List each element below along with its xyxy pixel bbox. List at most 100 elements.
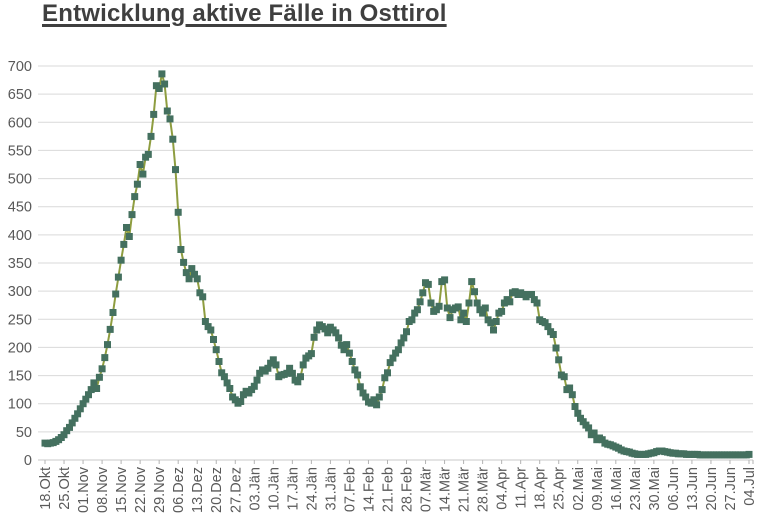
x-axis-tick-label: 11.Apr [514,467,530,509]
x-axis-tick-label: 01.Nov [76,466,92,513]
data-point-marker [82,395,90,403]
data-point-marker [299,361,307,369]
data-point-marker [177,246,185,253]
data-point-marker [60,431,68,439]
data-point-marker [310,333,318,341]
data-point-marker [498,307,506,315]
data-point-marker [286,364,294,372]
data-point-marker [117,256,125,264]
series-line [44,72,750,456]
data-point-marker [87,386,95,394]
y-axis-tick-label: 600 [8,115,32,131]
data-point-marker [201,318,209,325]
data-point-marker [345,349,353,357]
x-axis-tick-label: 31.Jän [323,467,339,511]
data-point-marker [161,80,169,88]
x-axis-tick-label: 25.Okt [57,467,73,510]
data-point-marker [490,326,497,334]
y-axis-tick-label: 0 [24,453,32,469]
data-point-marker [158,70,166,78]
data-point-marker [269,356,277,364]
y-axis-tick-label: 100 [8,397,32,413]
y-axis-tick-label: 550 [8,143,32,159]
data-point-marker [215,358,223,365]
data-point-marker [446,314,454,322]
x-axis-tick-label: 18.Okt [38,467,54,510]
data-point-marker [590,429,598,437]
data-point-marker [528,291,535,298]
data-point-marker [199,293,207,301]
data-point-marker [223,379,231,387]
data-point-marker [85,391,92,399]
data-point-marker [468,278,476,286]
data-point-marker [207,326,215,334]
data-point-marker [123,224,130,231]
data-point-marker [150,110,158,118]
data-point-marker [136,161,144,168]
data-point-marker [443,304,451,312]
data-point-marker [585,424,593,432]
data-point-marker [471,288,478,296]
data-point-marker [109,309,117,316]
data-point-marker [79,400,87,408]
data-point-marker [166,115,174,123]
data-point-marker [370,396,378,404]
data-point-marker [128,211,136,219]
x-axis-tick-label: 14.Feb [361,467,377,512]
data-point-marker [90,379,98,387]
x-axis-tick-label: 16.Mai [609,467,625,511]
x-axis-tick-label: 10.Jän [266,467,282,511]
x-axis-tick-label: 14.Mär [438,467,454,512]
data-point-marker [66,423,73,431]
data-point-marker [335,334,343,342]
data-point-marker [566,384,574,392]
data-point-marker [98,365,106,373]
data-point-marker [574,409,582,417]
data-point-marker [384,369,391,377]
data-point-marker [180,258,188,266]
x-axis-tick-label: 18.Apr [533,467,549,510]
data-point-marker [307,350,315,358]
data-point-marker [313,326,321,334]
data-point-marker [237,398,245,405]
x-axis-tick-label: 28.Feb [400,467,416,512]
data-point-marker [340,346,348,354]
x-axis-tick-label: 22.Nov [133,466,149,513]
data-point-marker [93,385,101,392]
y-axis-tick-label: 250 [8,312,32,328]
data-point-marker [343,341,351,349]
data-point-marker [169,135,177,143]
data-point-marker [144,150,152,158]
data-point-marker [381,374,389,382]
data-point-marker [465,299,473,307]
data-point-marker [147,132,155,140]
x-axis-tick-label: 04.Jul [742,467,758,506]
data-point-marker [68,419,76,427]
data-point-marker [541,319,549,327]
data-point-marker [131,193,139,201]
data-point-marker [492,318,500,325]
x-axis-tick-label: 03.Jän [247,467,263,511]
data-point-marker [120,240,128,248]
x-axis-tick-label: 13.Jun [685,467,701,511]
data-point-marker [114,273,122,281]
data-point-marker [321,325,329,333]
data-point-marker [71,414,79,422]
y-axis-tick-label: 200 [8,340,32,356]
data-point-marker [427,299,435,307]
x-axis-tick-label: 21.Mär [457,467,473,512]
data-point-marker [359,389,367,397]
data-point-marker [356,383,364,391]
x-axis-tick-label: 17.Jän [285,467,301,511]
data-point-marker [386,359,394,367]
data-point-marker [375,393,383,401]
data-point-marker [389,354,397,362]
x-axis-tick-label: 13.Dez [190,467,206,513]
y-axis-tick-label: 350 [8,256,32,272]
data-point-marker [104,341,111,349]
chart-title: Entwicklung aktive Fälle in Osttirol [42,0,447,27]
y-axis-tick-label: 150 [8,369,32,385]
data-point-marker [95,373,103,381]
y-axis-tick-label: 300 [8,284,32,300]
data-point-marker [288,369,296,377]
